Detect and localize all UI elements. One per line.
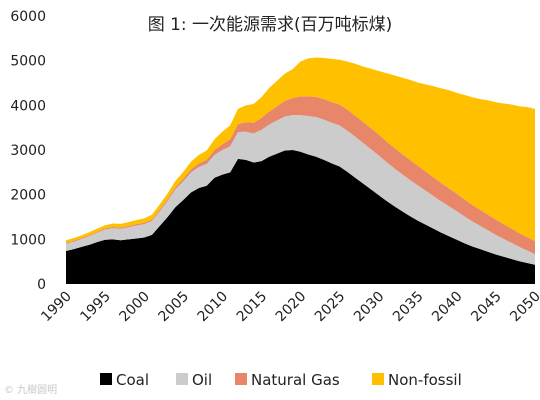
y-tick-label: 1000 — [10, 232, 46, 248]
legend-item-coal: Coal — [100, 371, 149, 389]
y-tick-label: 3000 — [10, 143, 46, 159]
x-tick-label: 2035 — [390, 289, 427, 326]
x-tick-label: 2030 — [351, 289, 388, 326]
x-tick-label: 1990 — [38, 289, 75, 326]
legend-item-non-fossil: Non-fossil — [372, 371, 462, 389]
area-coal — [66, 150, 535, 284]
x-tick-label: 2050 — [507, 289, 540, 326]
legend-label: Coal — [116, 371, 149, 389]
x-tick-label: 2040 — [429, 289, 466, 326]
y-tick-label: 4000 — [10, 98, 46, 114]
y-axis-ticks: 0 1000 2000 3000 4000 5000 6000 — [10, 9, 46, 293]
legend-label: Natural Gas — [251, 371, 340, 389]
legend-swatch — [372, 373, 384, 385]
legend-swatch — [100, 373, 112, 385]
chart-title: 图 1: 一次能源需求(百万吨标煤) — [148, 15, 393, 35]
area-non-fossil — [66, 57, 535, 243]
legend-label: Non-fossil — [388, 371, 462, 389]
x-tick-label: 2000 — [116, 289, 153, 326]
x-tick-label: 2015 — [234, 289, 271, 326]
area-oil — [66, 115, 535, 265]
y-tick-label: 0 — [37, 277, 46, 293]
x-tick-label: 2045 — [468, 289, 505, 326]
x-tick-label: 2020 — [273, 289, 310, 326]
y-tick-label: 2000 — [10, 188, 46, 204]
x-tick-label: 2010 — [195, 289, 232, 326]
y-tick-label: 5000 — [10, 54, 46, 70]
x-tick-label: 1995 — [77, 289, 114, 326]
legend-swatch — [235, 373, 247, 385]
legend-label: Oil — [192, 371, 212, 389]
x-tick-label: 2005 — [156, 289, 193, 326]
legend-item-oil: Oil — [176, 371, 212, 389]
x-axis-ticks: 1990 1995 2000 2005 2010 2015 2020 2025 2030 2035… — [38, 289, 540, 326]
plot-areas — [66, 57, 535, 284]
x-tick-label: 2025 — [312, 289, 349, 326]
legend-item-natural-gas: Natural Gas — [235, 371, 340, 389]
legend-swatch — [176, 373, 188, 385]
legend: Coal Oil Natural Gas Non-fossil — [100, 371, 462, 389]
y-tick-label: 6000 — [10, 9, 46, 25]
watermark: © 九樹圆明 — [4, 385, 58, 396]
